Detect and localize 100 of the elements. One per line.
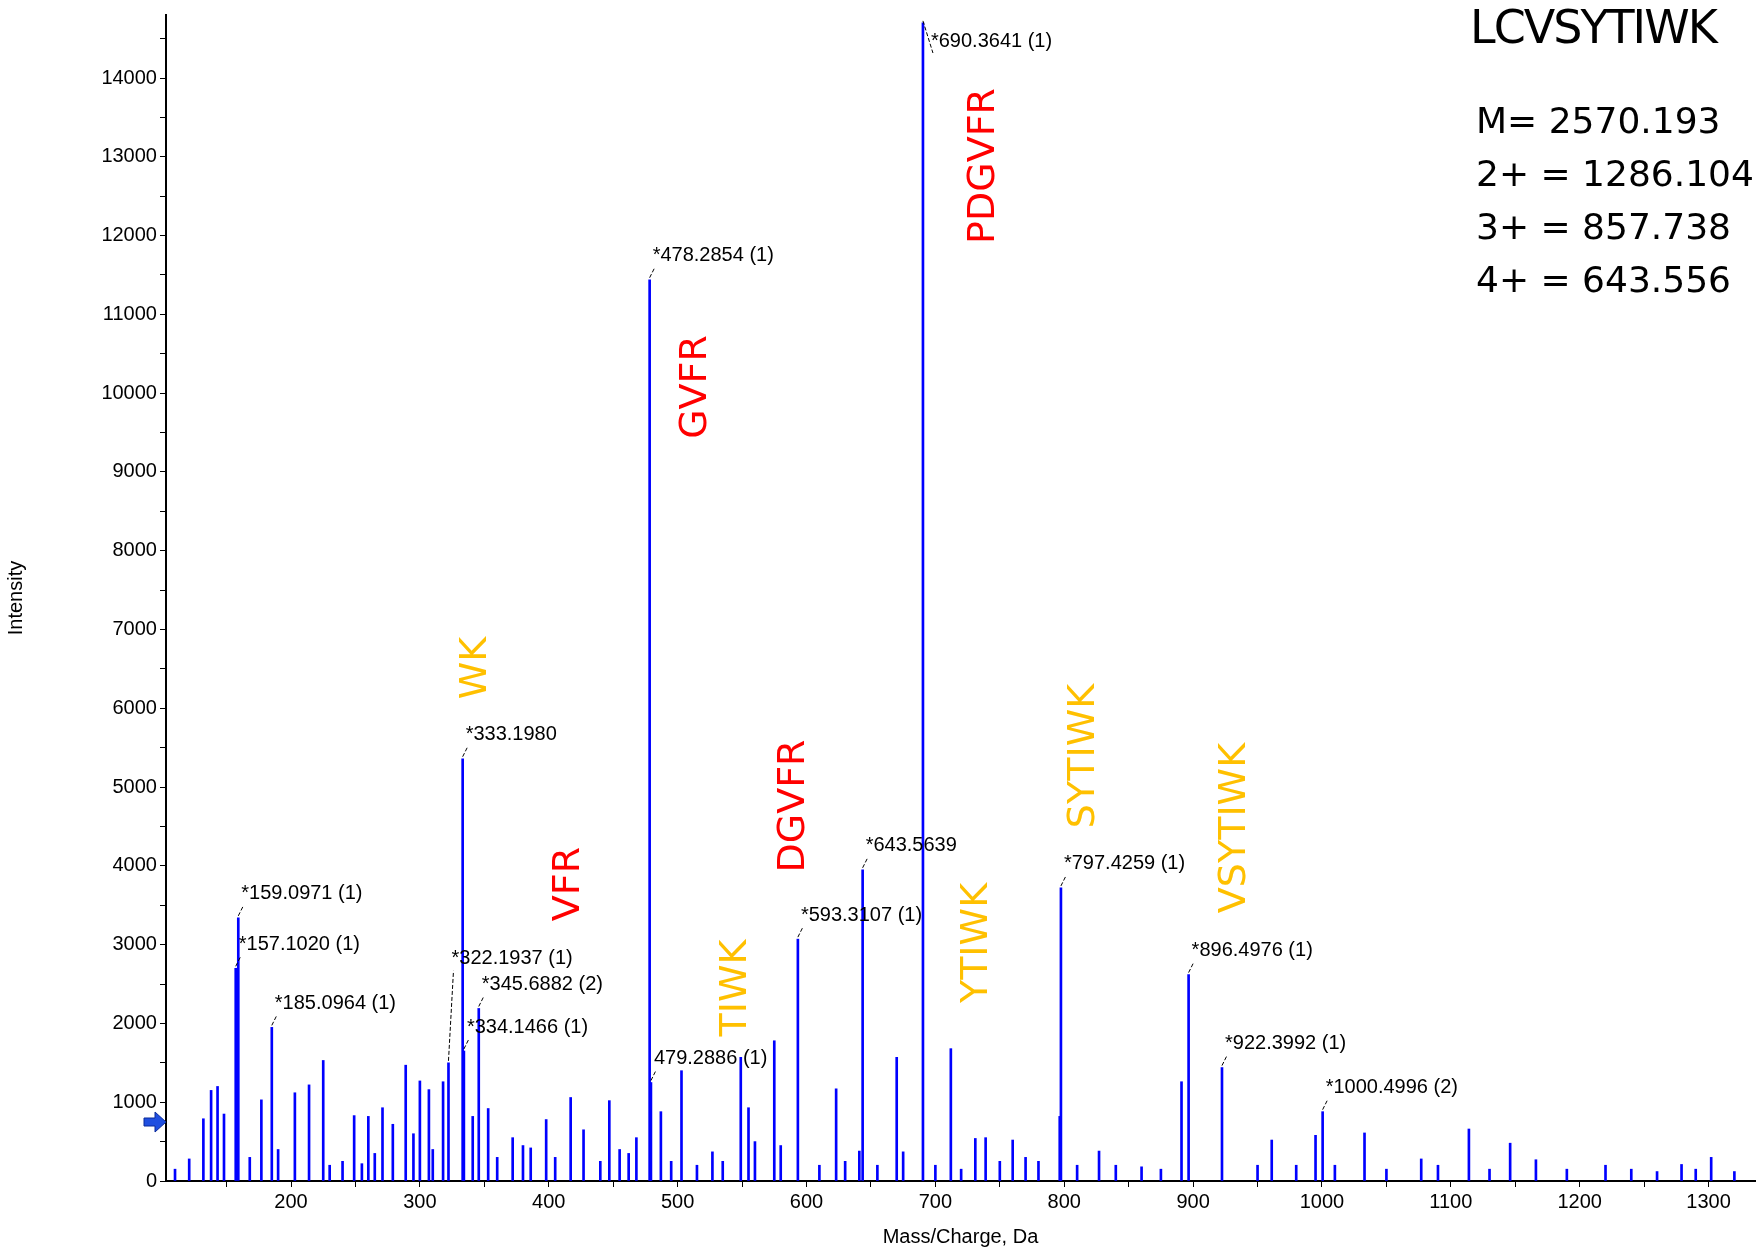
bar: [412, 1133, 415, 1181]
bar: [202, 1118, 205, 1181]
bar: [486, 1108, 490, 1181]
bar: [669, 1160, 673, 1181]
bar: [1187, 974, 1190, 1181]
bar: [1629, 1168, 1633, 1181]
annotation: *345.6882 (2): [481, 971, 603, 994]
bar: [779, 1145, 783, 1181]
bar: [1363, 1132, 1366, 1181]
x-tick-label: 400: [532, 1189, 566, 1212]
bar: [1140, 1166, 1143, 1181]
bar: [1294, 1164, 1298, 1181]
bar: [747, 1107, 750, 1181]
bar: [618, 1149, 621, 1181]
annotation: *159.0971 (1): [241, 881, 363, 904]
y-tick-label: 2000: [112, 1010, 157, 1033]
bar: [381, 1107, 384, 1181]
bar: [511, 1137, 514, 1181]
x-tick-label: 800: [1047, 1189, 1081, 1212]
bar: [341, 1160, 344, 1181]
bar: [635, 1137, 638, 1181]
bar: [973, 1138, 977, 1181]
bar: [680, 1070, 683, 1181]
bar: [1680, 1164, 1683, 1181]
annotation: GVFR: [670, 335, 715, 439]
bar: [1314, 1134, 1317, 1181]
x-tick-label: 600: [789, 1189, 824, 1212]
y-tick-label: 11000: [102, 301, 157, 324]
x-tick-label: 900: [1176, 1189, 1210, 1212]
x-tick-label: 1000: [1299, 1189, 1345, 1212]
bar: [1321, 1111, 1324, 1181]
annotation: *478.2854 (1): [652, 243, 774, 266]
bar: [471, 1116, 475, 1181]
bar: [321, 1060, 325, 1181]
bar: [373, 1153, 377, 1181]
annotation: *896.4976 (1): [1191, 938, 1313, 961]
bar: [582, 1129, 585, 1181]
annotation: YTIWK: [951, 881, 996, 1005]
annotation: M= 2570.193: [1476, 99, 1722, 143]
y-tick-label: 7000: [112, 617, 157, 640]
bar: [328, 1164, 331, 1181]
bar: [607, 1100, 611, 1181]
annotation: LCVSYTIWK: [1470, 0, 1719, 54]
bar: [544, 1119, 548, 1181]
bar: [447, 1062, 450, 1181]
bar: [598, 1160, 602, 1181]
y-tick-label: 9000: [112, 459, 157, 482]
bar: [1024, 1157, 1027, 1181]
y-tick-label: 3000: [112, 932, 157, 955]
y-tick-label: 13000: [101, 144, 157, 167]
bar: [984, 1137, 987, 1181]
annotation: 4+ = 643.556: [1476, 258, 1732, 302]
x-tick-label: 1200: [1557, 1189, 1602, 1212]
bar: [248, 1157, 252, 1181]
bar: [772, 1040, 776, 1181]
annotation: SYTIWK: [1058, 682, 1103, 829]
y-tick-label: 0: [145, 1168, 157, 1191]
y-axis-title: Intensity: [3, 560, 26, 636]
bar: [553, 1157, 557, 1181]
annotation: 479.2886 (1): [653, 1046, 768, 1069]
bar: [1604, 1164, 1607, 1181]
y-tick-label: 1000: [112, 1089, 157, 1112]
bar: [739, 1056, 743, 1181]
bar: [1488, 1168, 1491, 1181]
y-tick-label: 14000: [101, 65, 157, 88]
y-tick-label: 4000: [112, 853, 157, 876]
x-tick-label: 300: [403, 1189, 437, 1212]
bar: [495, 1157, 499, 1181]
bar: [721, 1160, 725, 1181]
x-tick-label: 500: [660, 1189, 695, 1212]
annotation: WK: [450, 635, 495, 700]
annotation: *185.0964 (1): [274, 990, 396, 1013]
bar: [1037, 1160, 1040, 1181]
bar: [367, 1116, 370, 1181]
bar: [818, 1164, 821, 1181]
annotation: VSYTIWK: [1209, 741, 1254, 914]
y-tick-label: 6000: [112, 695, 157, 718]
x-axis-title: Mass/Charge, Da: [882, 1224, 1040, 1247]
annotation: *797.4259 (1): [1063, 851, 1186, 874]
bar: [1419, 1158, 1423, 1181]
bar: [187, 1158, 191, 1181]
x-tick-label: 200: [274, 1189, 308, 1212]
bar: [529, 1147, 533, 1181]
bar: [391, 1123, 395, 1181]
bar: [270, 1027, 274, 1181]
bar: [1709, 1157, 1713, 1181]
bar: [627, 1153, 630, 1181]
annotation: PDGVFR: [958, 88, 1003, 244]
y-tick-label: 5000: [112, 774, 157, 797]
annotation: DGVFR: [768, 739, 813, 873]
annotation: VFR: [543, 846, 588, 922]
x-tick-label: 700: [918, 1189, 953, 1212]
bar: [648, 279, 651, 1181]
bar: [1694, 1168, 1698, 1181]
bar: [895, 1056, 899, 1181]
bar: [236, 917, 240, 1181]
bar: [934, 1164, 937, 1181]
bar: [1385, 1168, 1388, 1181]
annotation: TIWK: [710, 938, 755, 1038]
annotation: 2+ = 1286.104: [1476, 152, 1754, 196]
